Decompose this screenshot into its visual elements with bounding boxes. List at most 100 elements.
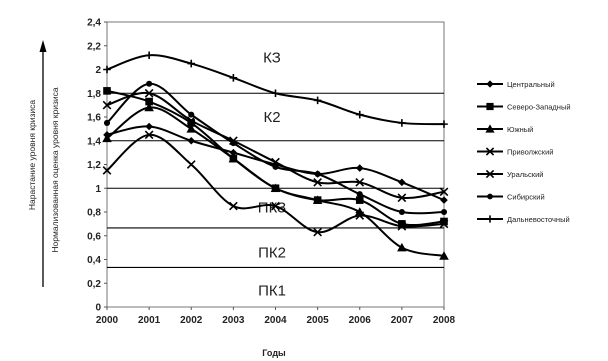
point-2-7 [397,242,407,252]
point-0-7 [398,178,406,187]
point-1-2 [187,119,196,127]
legend-label-0: Центральный [507,80,555,89]
zone-labels: КЗ К2 ПКЗ ПК2 ПК1 [258,50,286,300]
x-axis-title: Годы [262,348,286,358]
zone-label-3: ПК2 [258,244,286,261]
zone-label-1: К2 [263,109,280,126]
legend-marker-0 [486,80,494,88]
point-1-7 [398,220,406,228]
point-3-4 [271,157,280,167]
y-axis-ticks: 0 0,2 0,4 0,6 0,8 1 1,2 1,4 1,6 1,8 2 2,2 2,4 [87,18,107,314]
y-axis-title: Нормализованная оценка уровня кризиса [50,87,60,252]
series-6 [103,51,448,128]
x-tick-label-4: 2004 [264,315,287,326]
legend-item-6: Дальневосточный [477,215,570,224]
point-5-6 [356,191,363,198]
y-tick-label-3: 0,6 [87,231,101,242]
legend-marker-1 [486,102,494,111]
y-tick-label-6: 1,2 [87,160,101,171]
zone-label-0: КЗ [263,50,281,67]
x-tick-label-6: 2006 [349,315,372,326]
y-axis-outer-title: Нарастание уровня кризиса [27,100,37,210]
y-tick-label-11: 2,2 [87,41,101,52]
point-2-8 [439,251,449,260]
legend-item-2: Южный [477,124,533,134]
y-tick-label-7: 1,4 [87,136,101,147]
series-5 [103,80,448,216]
legend-label-5: Сибирский [507,193,545,202]
point-4-8 [439,219,449,229]
x-tick-label-0: 2000 [96,315,119,326]
point-2-0 [102,133,112,143]
point-6-6 [355,110,364,119]
point-3-1 [144,88,154,98]
x-axis-ticks: 2000 2001 2002 2003 2004 2005 2006 2007 2008 [96,307,456,326]
x-tick-label-3: 2003 [222,315,245,326]
point-3-8 [439,187,449,197]
legend-item-0: Центральный [477,80,555,89]
point-1-1 [145,97,153,106]
series-4 [102,130,449,237]
point-6-0 [103,65,111,74]
y-tick-label-12: 2,4 [87,18,101,29]
series-2 [102,102,449,260]
legend-item-5: Сибирский [477,193,545,202]
zone-boundaries [107,92,444,269]
point-2-5 [312,195,323,204]
point-4-4 [271,201,280,211]
series-group [102,51,449,260]
zone-label-4: ПК1 [258,282,286,299]
legend-marker-5 [487,193,493,200]
point-1-8 [440,217,448,226]
legend-label-3: Приволжский [507,148,553,157]
point-5-7 [398,208,405,216]
point-3-5 [313,177,322,187]
point-6-5 [313,96,322,105]
legend-label-6: Дальневосточный [507,215,570,224]
point-6-1 [145,51,153,60]
point-2-3 [228,153,239,163]
y-tick-label-4: 0,8 [87,208,101,219]
point-6-8 [440,120,448,128]
legend-label-2: Южный [507,125,533,134]
legend: Центральный Северо-Западный Южный Приволжск… [477,80,571,224]
point-5-5 [314,170,321,178]
legend-item-4: Уральский [477,169,543,179]
x-tick-label-8: 2008 [433,315,456,326]
point-5-1 [146,80,153,87]
point-5-2 [188,111,195,118]
x-tick-label-7: 2007 [391,315,414,326]
legend-label-1: Северо-Западный [507,103,571,112]
point-0-6 [355,164,364,172]
y-axis-arrow [39,40,47,287]
y-tick-label-9: 1,8 [87,89,101,100]
point-0-2 [187,136,196,145]
point-3-7 [397,193,407,203]
point-0-8 [440,196,448,204]
point-6-2 [187,59,196,68]
point-6-7 [398,119,406,127]
y-tick-label-8: 1,6 [87,113,101,124]
point-4-2 [186,160,196,169]
point-4-1 [144,130,154,140]
legend-marker-2 [485,124,495,133]
legend-marker-4 [485,169,495,179]
point-6-3 [229,74,238,82]
x-tick-label-5: 2005 [307,315,330,326]
legend-marker-6 [486,215,494,223]
point-1-6 [355,196,364,204]
point-6-4 [271,89,280,98]
legend-label-4: Уральский [507,170,543,179]
point-0-3 [229,148,238,157]
y-tick-label-10: 2 [95,65,101,76]
zone-label-2: ПКЗ [258,199,286,216]
y-tick-label-2: 0,4 [87,255,101,266]
point-0-1 [145,122,153,131]
series-3 [102,88,449,203]
x-tick-label-2: 2002 [180,315,203,326]
point-4-6 [355,211,365,220]
point-5-8 [440,208,448,216]
point-3-0 [102,100,112,110]
y-axis-titles: Нарастание уровня кризиса Нормализованна… [27,40,60,287]
